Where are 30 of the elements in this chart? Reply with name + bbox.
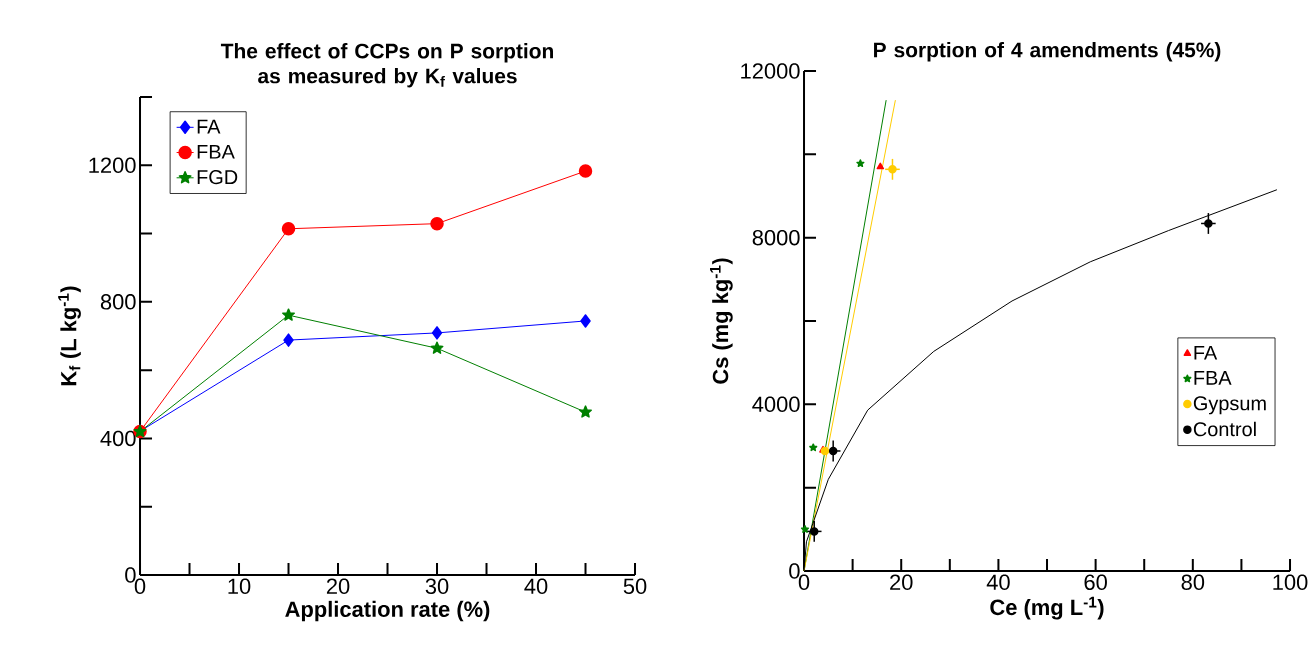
y-tick-label: 8000 <box>752 229 800 246</box>
legend-label: FBA <box>1194 371 1232 385</box>
x-tick-label: 100 <box>1273 574 1308 591</box>
legend-label: FGD <box>197 170 238 185</box>
y-tick-label: 400 <box>100 430 136 447</box>
y-axis-title: Cs (mg kg$^{-1}$) <box>710 258 733 384</box>
y-tick-label: 0 <box>789 563 800 579</box>
y-tick-label: 12000 <box>741 63 800 79</box>
y-tick-label: 800 <box>100 294 136 310</box>
legend-label: Control <box>1193 421 1256 437</box>
y-tick-label: 4000 <box>752 396 800 413</box>
legend-label: Gypsum <box>1193 396 1266 415</box>
x-axis-title: Ce (mg L$^{-1}$) <box>990 596 1104 620</box>
legend-label: FBA <box>197 144 235 159</box>
x-tick-label: 10 <box>228 578 251 595</box>
x-tick-label: 20 <box>890 574 913 591</box>
y-tick-label: 1200 <box>89 157 136 174</box>
x-tick-label: 80 <box>1181 574 1205 591</box>
x-tick-label: 20 <box>326 578 350 595</box>
chart-title: P sorption of 4 amendments (45%) <box>874 41 1221 62</box>
y-axis-title: K$_{f}$ (L kg$^{-1}$) <box>58 286 81 386</box>
legend-label: FA <box>1194 345 1218 360</box>
x-tick-label: 40 <box>524 578 548 595</box>
x-tick-label: 30 <box>425 578 449 595</box>
x-axis-title: Application rate (%) <box>285 600 490 622</box>
legend-label: FA <box>197 119 221 134</box>
chart-title: The effect of CCPs on P sorption as measured by K$_{f}$ values <box>220 43 553 88</box>
x-tick-label: 50 <box>623 578 647 595</box>
x-tick-label: 40 <box>986 574 1010 591</box>
x-tick-label: 60 <box>1084 574 1107 591</box>
